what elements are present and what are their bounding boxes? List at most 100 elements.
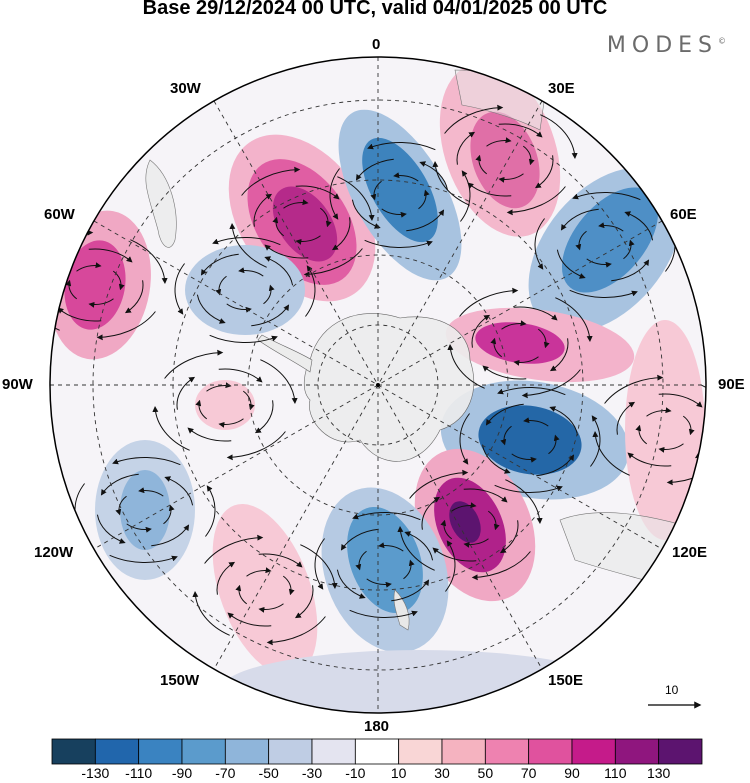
streamline-arrow [463, 488, 508, 503]
colorbar-swatch [51, 738, 96, 765]
map-disc [50, 57, 706, 713]
meridian [213, 100, 543, 670]
wind-streamlines [50, 104, 706, 646]
anomaly-blob [212, 504, 318, 676]
colorbar-tick-label: 90 [564, 765, 580, 781]
streamline-arrow [540, 114, 578, 160]
streamline-arrow [88, 248, 133, 263]
streamline-arrow [505, 479, 543, 525]
streamline-arrow [96, 311, 156, 341]
streamline-arrow [283, 199, 309, 209]
colorbar-tick-label: 70 [520, 765, 537, 781]
longitude-label-150w: 150W [160, 672, 200, 689]
longitude-label-60e: 60E [670, 206, 697, 223]
south-america-tip [145, 159, 177, 248]
streamline-arrow [367, 142, 436, 151]
streamline-arrow [497, 387, 566, 396]
streamline-arrow [572, 192, 641, 201]
antarctic-peninsula [257, 334, 313, 373]
streamline-arrow [569, 289, 638, 298]
streamline-arrow [623, 239, 635, 260]
streamline-arrow [536, 454, 575, 477]
streamline-arrow [300, 544, 338, 590]
streamline-arrow [88, 298, 114, 308]
streamline-arrow [209, 334, 278, 343]
streamline-arrow [522, 145, 535, 166]
streamline-arrow [590, 415, 601, 467]
streamline-arrow [555, 297, 593, 343]
streamline-arrow [403, 559, 415, 580]
streamline-arrow [294, 585, 314, 619]
streamline-arrow [456, 131, 476, 165]
streamline-arrow [611, 259, 650, 282]
streamline-arrow [421, 496, 441, 530]
colorbar-tick-label: -70 [215, 765, 236, 781]
streamline-arrow [238, 267, 264, 277]
streamline-arrow [96, 514, 126, 544]
streamline-arrow [305, 265, 316, 317]
streamline-arrow [534, 155, 554, 189]
streamline-arrow [112, 457, 181, 466]
streamline-arrow [482, 365, 527, 380]
streamline-arrow [266, 616, 326, 646]
meridian [213, 100, 543, 670]
streamline-arrow [624, 211, 654, 241]
streamline-arrow [254, 400, 274, 434]
streamline-arrow [548, 434, 560, 455]
streamline-arrow [50, 287, 60, 331]
map-title: Base 29/12/2024 00 UTC, valid 04/01/2025… [142, 0, 608, 19]
streamline-arrow [575, 230, 587, 251]
streamline-arrow [205, 485, 216, 537]
streamline-arrow [164, 476, 194, 506]
anomaly-blob [195, 380, 255, 430]
anomaly-blob [347, 506, 423, 614]
streamline-arrow [303, 248, 363, 278]
streamline-arrow [216, 561, 236, 595]
streamline-arrow [227, 612, 272, 627]
colorbar-swatch [484, 738, 530, 765]
streamline-arrow [204, 534, 264, 564]
streamline-arrow [226, 303, 252, 313]
streamline-arrow [138, 487, 164, 497]
streamline-arrow [475, 154, 488, 175]
anomaly-blob [561, 187, 659, 293]
streamline-arrow [487, 510, 500, 531]
colorbar-swatch [398, 738, 443, 765]
colorbar-swatch [354, 738, 400, 765]
streamline-arrow [646, 407, 672, 417]
streamline-arrow [65, 279, 78, 300]
anomaly-blob [478, 405, 582, 475]
streamline-arrow [76, 262, 102, 272]
streamline-arrow [355, 550, 367, 571]
colorbar-swatch [528, 738, 573, 765]
logo-text: MODES [606, 33, 718, 58]
streamline-arrow [627, 452, 672, 467]
streamline-arrow [258, 553, 303, 568]
streamline-arrow [498, 123, 543, 138]
streamline-arrow [440, 519, 453, 540]
antarctica-landmass [303, 313, 474, 462]
streamline-arrow [498, 173, 524, 183]
streamline-arrow [366, 578, 392, 588]
streamline-arrow [397, 525, 435, 571]
streamline-arrow [226, 431, 286, 461]
longitude-label-90w: 90W [2, 376, 33, 393]
streamline-arrow [352, 512, 421, 521]
streamline-arrow [486, 137, 512, 147]
streamline-arrow [447, 343, 485, 389]
streamline-arrow [406, 209, 445, 232]
streamline-arrow [164, 349, 224, 379]
streamline-arrow [331, 217, 351, 251]
streamline-arrow [513, 356, 539, 366]
longitude-label-90e: 90E [718, 376, 745, 393]
south-pole-marker [376, 383, 380, 387]
streamline-arrow [351, 199, 381, 229]
colorbar-tick-label: 130 [646, 765, 671, 781]
colorbar-tick-label: -110 [125, 765, 153, 781]
longitude-label-60w: 60W [44, 206, 75, 223]
streamline-arrow [494, 484, 563, 493]
streamline-arrow [229, 222, 267, 268]
colorbar-swatch [311, 738, 356, 765]
longitude-label-30w: 30W [170, 80, 201, 97]
streamline-arrow [471, 551, 531, 581]
